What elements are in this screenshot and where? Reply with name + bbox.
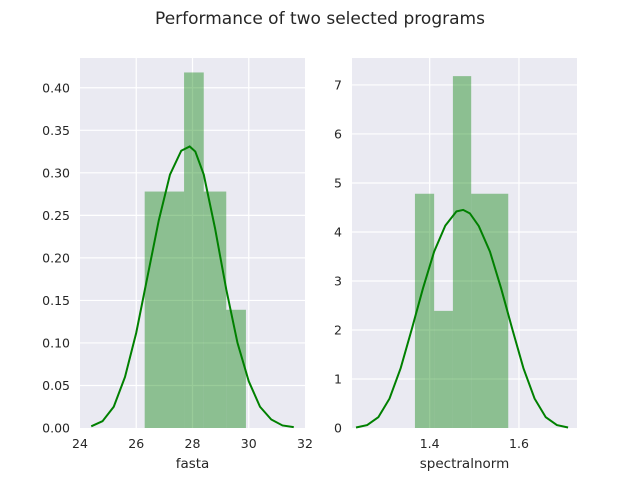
fasta-y-tick-label-2: 0.10	[42, 335, 70, 350]
fasta-y-tick-label-5: 0.25	[42, 208, 70, 223]
spectralnorm-x-ticks: 1.4 1.6	[420, 436, 529, 451]
spectralnorm-plot-area	[352, 58, 577, 428]
fasta-x-tick-label-3: 30	[241, 436, 257, 451]
fasta-y-tick-label-7: 0.35	[42, 123, 70, 138]
spectralnorm-bar-3	[471, 193, 509, 428]
fasta-histogram	[144, 72, 246, 428]
spectralnorm-y-tick-label-5: 5	[334, 175, 342, 190]
spectralnorm-y-tick-label-1: 1	[334, 371, 342, 386]
fasta-y-tick-label-1: 0.05	[42, 378, 70, 393]
fasta-bar-3	[226, 309, 246, 428]
fasta-y-ticks: 0.00 0.05 0.10 0.15 0.20 0.25 0.30 0.35 0.40	[42, 80, 70, 435]
spectralnorm-y-tick-label-4: 4	[334, 224, 342, 239]
spectralnorm-y-tick-label-6: 6	[334, 126, 342, 141]
fasta-grid	[80, 58, 305, 428]
spectralnorm-y-tick-label-3: 3	[334, 273, 342, 288]
fasta-x-tick-label-2: 28	[185, 436, 201, 451]
fasta-bar-0	[144, 191, 185, 428]
fasta-bar-1	[184, 72, 204, 428]
fasta-y-tick-label-0: 0.00	[42, 421, 70, 436]
spectralnorm-bar-0	[414, 193, 435, 428]
spectralnorm-y-tick-label-0: 0	[334, 421, 342, 436]
spectralnorm-bar-2	[452, 76, 472, 429]
fasta-kde-line	[90, 145, 294, 429]
spectralnorm-y-ticks: 0 1 2 3 4 5 6 7	[334, 77, 342, 435]
spectralnorm-subplot: 1.4 1.6 0 1 2 3 4 5 6 7 spectralnorm	[334, 58, 577, 472]
fasta-y-tick-label-4: 0.20	[42, 250, 70, 265]
fasta-y-tick-label-8: 0.40	[42, 80, 70, 95]
fasta-x-tick-label-4: 32	[297, 436, 313, 451]
chart-title: Performance of two selected programs	[155, 9, 485, 29]
spectralnorm-histogram	[414, 76, 509, 429]
spectralnorm-kde-line	[355, 208, 569, 429]
fasta-x-axis-label: fasta	[176, 456, 210, 472]
fasta-subplot: 24 26 28 30 32 0.000.050.100.150.200.250.300…	[42, 58, 313, 472]
fasta-x-tick-label-1: 26	[128, 436, 144, 451]
fasta-x-tick-label-0: 24	[72, 436, 88, 451]
spectralnorm-x-axis-label: spectralnorm	[420, 456, 509, 472]
spectralnorm-bar-1	[434, 310, 453, 428]
fasta-y-tick-label-3: 0.15	[42, 293, 70, 308]
spectralnorm-y-tick-label-2: 2	[334, 322, 342, 337]
spectralnorm-grid	[352, 58, 577, 428]
fasta-x-ticks: 24 26 28 30 32	[72, 436, 313, 451]
spectralnorm-y-tick-label-7: 7	[334, 77, 342, 92]
fasta-y-tick-label-6: 0.30	[42, 165, 70, 180]
spectralnorm-x-tick-label-0: 1.4	[420, 436, 440, 451]
spectralnorm-x-tick-label-1: 1.6	[509, 436, 529, 451]
fasta-bar-2	[203, 191, 227, 428]
